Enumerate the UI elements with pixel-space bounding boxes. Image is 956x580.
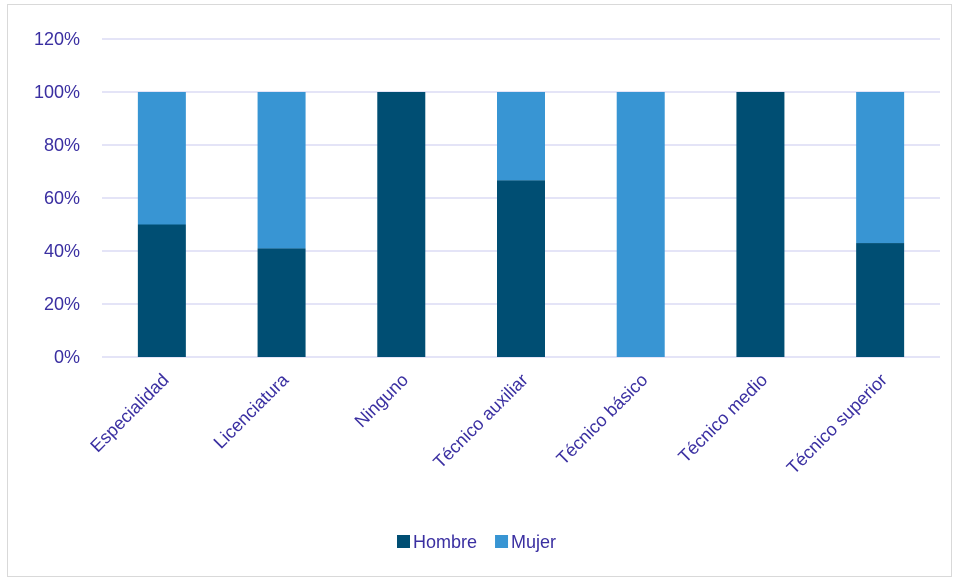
x-axis-tick-labels: Especialidad Licenciatura Ninguno Técnico a…	[86, 369, 891, 478]
y-tick-label: 20%	[44, 294, 80, 314]
y-tick-label: 120%	[34, 29, 80, 49]
x-tick-label: Técnico auxiliar	[429, 370, 532, 473]
bar-hombre	[736, 92, 785, 357]
bar-mujer	[856, 92, 905, 244]
bar-mujer	[137, 92, 186, 225]
y-tick-label: 40%	[44, 241, 80, 261]
y-tick-label: 100%	[34, 82, 80, 102]
legend-label-mujer: Mujer	[511, 532, 556, 552]
legend-swatch-hombre	[397, 535, 410, 548]
bars	[137, 92, 905, 357]
x-tick-label: Técnico superior	[783, 370, 891, 478]
legend: Hombre Mujer	[397, 532, 556, 552]
bar-mujer	[497, 92, 545, 181]
y-tick-label: 0%	[54, 347, 80, 367]
y-tick-label: 60%	[44, 188, 80, 208]
legend-label-hombre: Hombre	[413, 532, 477, 552]
x-tick-label: Técnico medio	[674, 370, 771, 467]
bar-hombre	[137, 224, 186, 357]
x-tick-label: Ninguno	[351, 370, 413, 432]
bar-hombre	[856, 243, 905, 357]
x-tick-label: Técnico básico	[553, 370, 652, 469]
y-axis-tick-labels: 0% 20% 40% 60% 80% 100% 120%	[34, 29, 80, 367]
y-tick-label: 80%	[44, 135, 80, 155]
bar-mujer	[257, 92, 306, 249]
bar-hombre	[497, 180, 545, 357]
x-tick-label: Licenciatura	[210, 369, 293, 452]
bar-hombre	[257, 248, 306, 357]
x-tick-label: Especialidad	[86, 370, 172, 456]
bar-mujer	[616, 92, 665, 357]
bar-hombre	[377, 92, 426, 357]
legend-swatch-mujer	[495, 535, 509, 548]
